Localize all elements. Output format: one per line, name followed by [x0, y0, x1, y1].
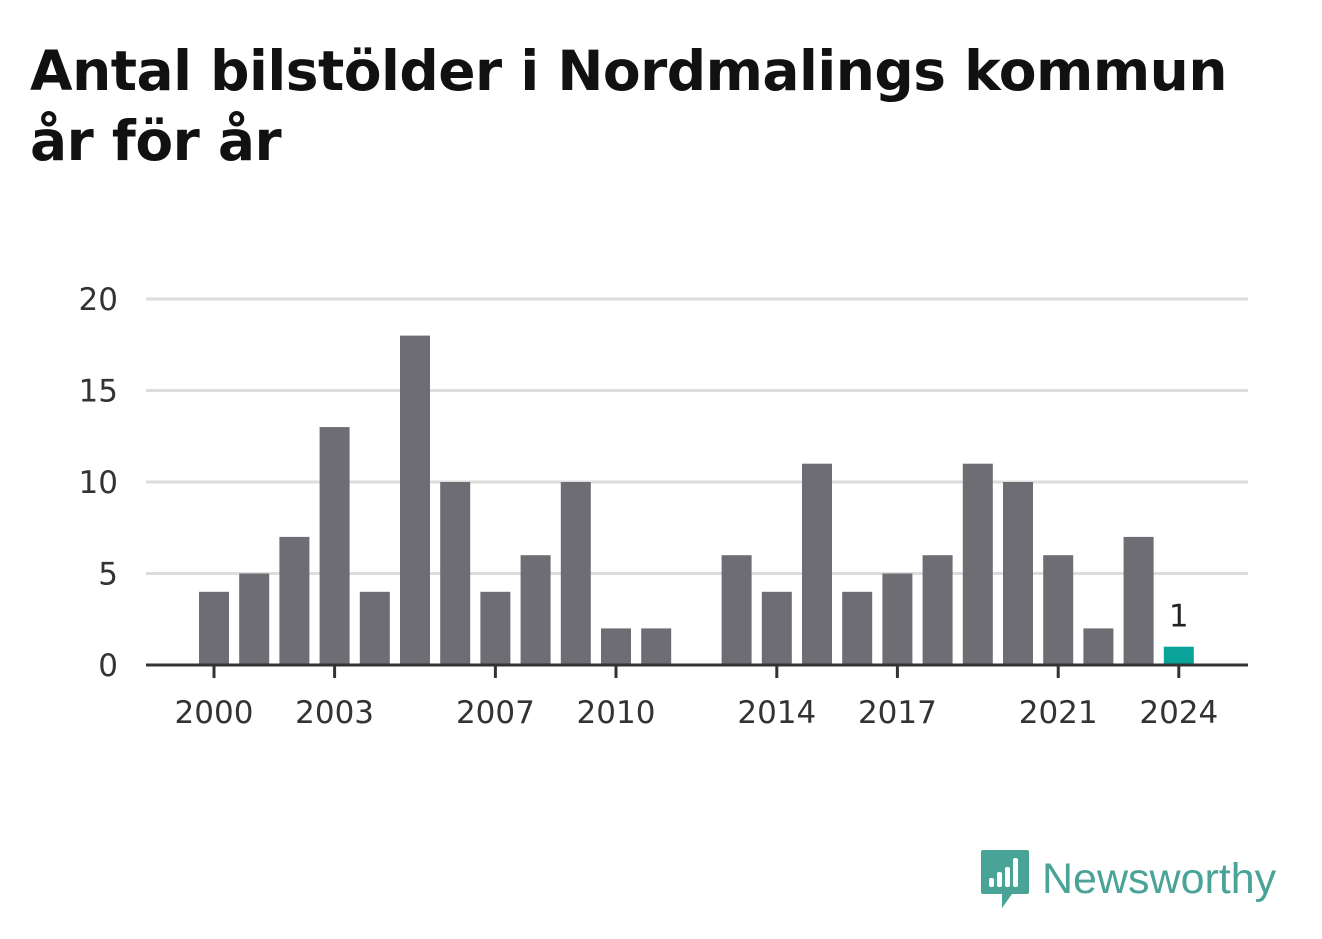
- x-tick-label: 2000: [175, 695, 254, 731]
- newsworthy-logo-icon: [981, 850, 1029, 908]
- y-tick-label: 15: [79, 374, 118, 410]
- y-tick-label: 0: [98, 648, 118, 684]
- bar: [560, 482, 591, 665]
- bars: [199, 335, 1194, 665]
- bar: [922, 555, 953, 665]
- x-axis: [146, 663, 1248, 678]
- x-tick-label: 2024: [1139, 695, 1218, 731]
- bar: [440, 482, 471, 665]
- bar: [761, 591, 792, 665]
- bar: [721, 555, 752, 665]
- y-tick-label: 20: [79, 282, 118, 318]
- bar: [480, 591, 511, 665]
- gridlines: [146, 297, 1248, 575]
- x-tick-label: 2017: [858, 695, 937, 731]
- brand-logo: Newsworthy: [980, 848, 1276, 910]
- bar: [199, 591, 229, 665]
- bar: [239, 573, 270, 665]
- bar: [1123, 536, 1154, 665]
- bar: [641, 628, 672, 665]
- bar: [359, 591, 390, 665]
- bar: [882, 573, 913, 665]
- bar: [802, 463, 832, 665]
- brand-name: Newsworthy: [1042, 854, 1277, 903]
- bar: [962, 463, 993, 665]
- bar: [601, 628, 631, 665]
- chart-title: Antal bilstölder i Nordmalings kommun år…: [30, 39, 1227, 173]
- bar: [842, 591, 873, 665]
- bar: [319, 427, 350, 665]
- x-tick-label: 2010: [577, 695, 656, 731]
- bar-chart: 0 5 10 15 20 1 2000 2003 2007 2010 2014 2017 2021 202…: [79, 282, 1248, 731]
- x-tick-label: 2021: [1019, 695, 1098, 731]
- tick-labels: 0 5 10 15 20 1 2000 2003 2007 2010 2014 2017 2021 202…: [79, 282, 1219, 731]
- bar: [1003, 482, 1033, 665]
- y-tick-label: 5: [98, 557, 118, 593]
- data-label: 1: [1169, 599, 1189, 635]
- bar-highlight: [1163, 646, 1194, 665]
- bar: [400, 335, 430, 665]
- bar: [1083, 628, 1114, 665]
- y-tick-label: 10: [79, 465, 118, 501]
- bar: [1043, 555, 1074, 665]
- bar: [520, 555, 551, 665]
- x-tick-label: 2003: [295, 695, 374, 731]
- bar: [279, 536, 310, 665]
- x-tick-label: 2014: [737, 695, 816, 731]
- x-tick-label: 2007: [456, 695, 535, 731]
